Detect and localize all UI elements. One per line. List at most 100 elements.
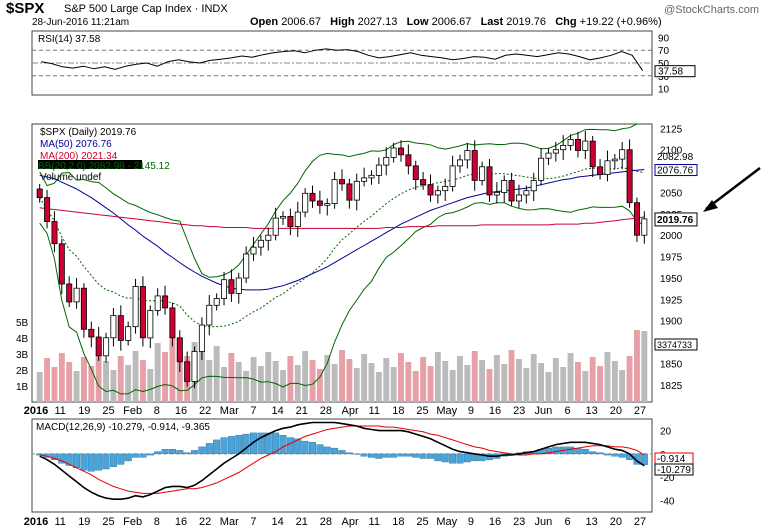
volume-bar bbox=[154, 343, 161, 402]
price-x-tick: 19 bbox=[78, 405, 90, 417]
volume-bar bbox=[634, 330, 640, 402]
volume-bar bbox=[243, 371, 250, 402]
candle-body bbox=[51, 221, 58, 245]
macd-x-tick: 14 bbox=[271, 516, 283, 528]
candle-body bbox=[220, 279, 227, 299]
volume-bar bbox=[604, 352, 611, 402]
volume-bar bbox=[383, 358, 390, 402]
volume-bar bbox=[589, 357, 596, 402]
price-x-tick: 23 bbox=[513, 405, 525, 417]
volume-bar bbox=[442, 361, 449, 402]
macd-histogram-bar bbox=[567, 446, 575, 455]
ma50-value-label: 2076.76 bbox=[657, 166, 694, 177]
volume-bar bbox=[339, 350, 345, 402]
price-x-tick: 18 bbox=[392, 405, 404, 417]
price-tick-label: 2100 bbox=[660, 146, 683, 157]
candle-body bbox=[243, 253, 250, 279]
volume-bar bbox=[199, 351, 205, 402]
candle-body bbox=[582, 140, 589, 151]
candle-body bbox=[361, 177, 368, 182]
price-x-tick: 9 bbox=[468, 405, 474, 417]
candle-body bbox=[294, 211, 301, 228]
rsi-tick-label: 70 bbox=[658, 46, 670, 57]
macd-histogram-bar bbox=[611, 453, 619, 457]
price-x-tick: 22 bbox=[199, 405, 211, 417]
volume-bar bbox=[140, 360, 146, 402]
symbol: $SPX bbox=[6, 0, 45, 17]
rsi-line bbox=[41, 48, 644, 71]
price-x-tick: 14 bbox=[271, 405, 283, 417]
macd-value-box bbox=[654, 463, 694, 476]
candle-body bbox=[375, 164, 382, 176]
candle-body bbox=[235, 277, 242, 294]
volume-bar bbox=[611, 361, 618, 402]
volume-bar bbox=[132, 351, 139, 402]
volume-bar bbox=[368, 363, 375, 402]
candle-body bbox=[169, 307, 176, 339]
macd-x-tick: 28 bbox=[320, 516, 332, 528]
macd-histogram-bar bbox=[124, 453, 132, 462]
volume-bar bbox=[103, 361, 109, 402]
macd-histogram-bar bbox=[382, 453, 390, 458]
candle-body bbox=[479, 166, 486, 181]
volume-bar bbox=[545, 372, 552, 402]
macd-histogram-bar bbox=[456, 453, 464, 464]
macd-histogram-bar bbox=[117, 453, 125, 465]
rsi-value-label: 37.58 bbox=[658, 67, 683, 78]
macd-histogram-bar bbox=[279, 435, 287, 455]
candle-body bbox=[383, 156, 390, 166]
volume-bar bbox=[434, 352, 441, 402]
volume-bar bbox=[516, 359, 522, 402]
macd-histogram-bar bbox=[323, 446, 331, 455]
price-x-tick: Jun bbox=[534, 405, 552, 417]
candle-body bbox=[346, 183, 353, 201]
candle-body bbox=[162, 295, 169, 309]
macd-x-tick: 16 bbox=[489, 516, 501, 528]
volume-bar bbox=[117, 356, 124, 402]
candle-body bbox=[619, 149, 626, 160]
volume-bar bbox=[95, 352, 102, 402]
macd-histogram-bar bbox=[589, 451, 597, 455]
volume-bar bbox=[530, 354, 537, 402]
volume-bar bbox=[398, 353, 404, 402]
price-x-tick: 13 bbox=[586, 405, 598, 417]
macd-histogram-bar bbox=[198, 446, 206, 455]
volume-value-box bbox=[654, 338, 698, 351]
price-x-tick: 16 bbox=[489, 405, 501, 417]
candle-body bbox=[523, 190, 530, 196]
volume-bar bbox=[471, 351, 478, 402]
macd-histogram-bar bbox=[131, 453, 139, 458]
macd-x-tick: 11 bbox=[369, 516, 380, 528]
price-x-tick: 8 bbox=[154, 405, 160, 417]
volume-bar bbox=[449, 370, 456, 402]
macd-histogram-bar bbox=[161, 449, 169, 455]
volume-bar bbox=[479, 360, 485, 402]
macd-histogram-bar bbox=[427, 453, 435, 459]
macd-histogram-bar bbox=[449, 453, 457, 464]
candle-body bbox=[493, 191, 500, 196]
volume-tick-label: 2B bbox=[16, 366, 29, 377]
candle-body bbox=[471, 150, 478, 181]
macd-histogram-bar bbox=[360, 453, 368, 457]
candle-body bbox=[427, 184, 434, 196]
macd-histogram-bar bbox=[102, 453, 110, 470]
candle-body bbox=[44, 197, 51, 223]
macd-histogram-bar bbox=[338, 450, 346, 455]
volume-bar bbox=[235, 362, 242, 402]
price-tick-label: 1950 bbox=[660, 274, 683, 285]
macd-histogram-bar bbox=[80, 453, 88, 471]
candle-body bbox=[501, 180, 508, 193]
candle-body bbox=[611, 158, 618, 162]
macd-histogram-bar bbox=[286, 437, 294, 455]
macd-x-tick: 19 bbox=[78, 516, 90, 528]
volume-bar bbox=[538, 363, 544, 402]
macd-histogram-bar bbox=[249, 432, 257, 454]
price-tick-label: 2000 bbox=[660, 231, 683, 242]
macd-histogram-bar bbox=[581, 449, 589, 455]
volume-bar bbox=[353, 368, 360, 402]
rsi-tick-label: 30 bbox=[658, 72, 670, 83]
index-name: S&P 500 Large Cap Index · INDX bbox=[64, 3, 228, 15]
macd-histogram-bar bbox=[190, 450, 198, 455]
volume-bar bbox=[73, 371, 80, 402]
candle-body bbox=[139, 286, 146, 339]
